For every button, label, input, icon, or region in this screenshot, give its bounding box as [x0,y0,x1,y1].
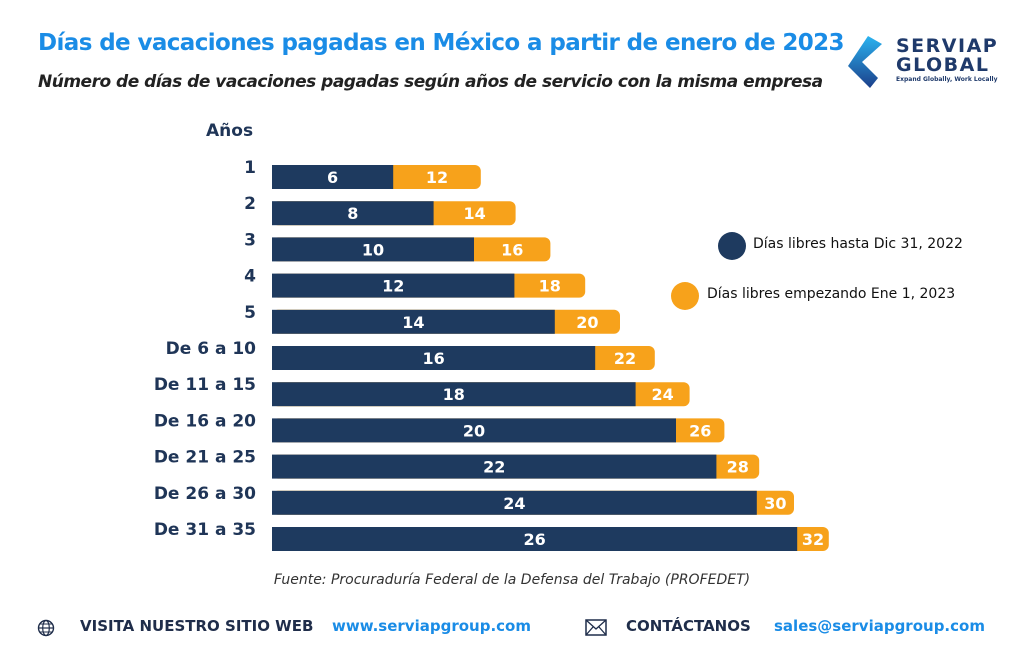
bar-2022 [272,418,676,443]
category-label: 5 [244,303,256,323]
legend-label-2022: Días libres hasta Dic 31, 2022 [753,236,963,252]
value-label-2023: 30 [764,494,786,513]
globe-icon [37,619,55,637]
bar-2022 [272,527,798,551]
bar-2022 [272,309,555,334]
category-label: De 21 a 25 [154,448,256,468]
bar-2022 [272,382,636,407]
serviap-logo: SERVIAP GLOBAL Expand Globally, Work Loc… [848,34,997,90]
bar-2022 [272,237,474,262]
value-label-2023: 18 [539,277,561,296]
logo-tagline: Expand Globally, Work Locally [896,76,998,83]
category-label: De 31 a 35 [154,520,256,540]
value-label-2023: 16 [501,240,523,259]
chart-title: Días de vacaciones pagadas en México a p… [38,30,845,56]
category-label: De 11 a 15 [154,375,256,395]
bar-2022 [272,454,717,479]
mail-icon [585,619,607,636]
category-label: De 16 a 20 [154,411,256,431]
chart-subtitle: Número de días de vacaciones pagadas seg… [38,72,823,92]
legend-swatch-2023 [671,282,699,310]
bar-2022 [272,490,757,515]
logo-line2: GLOBAL [896,54,990,76]
value-label-2023: 32 [802,530,824,549]
footer-email-link[interactable]: sales@serviapgroup.com [774,617,985,635]
value-label-2023: 14 [463,204,485,223]
logo-line1: SERVIAP [896,35,999,57]
value-label-2022: 20 [463,421,485,440]
value-label-2022: 18 [443,385,465,404]
value-label-2023: 12 [426,168,448,187]
value-label-2022: 10 [362,240,384,259]
value-label-2022: 22 [483,458,505,477]
footer-web-label: VISITA NUESTRO SITIO WEB [80,617,314,635]
value-label-2023: 20 [576,313,598,332]
value-label-2022: 26 [523,530,545,549]
bar-2022 [272,165,394,189]
value-label-2022: 8 [347,204,358,223]
category-label: 4 [244,267,256,287]
bar-2022 [272,273,515,298]
logo-mark-icon [848,36,882,88]
category-label: 3 [244,230,256,250]
footer-web-link[interactable]: www.serviapgroup.com [332,617,531,635]
value-label-2023: 28 [727,458,749,477]
value-label-2023: 22 [614,349,636,368]
bar-2022 [272,201,434,226]
category-label: 1 [244,158,256,178]
category-label: De 6 a 10 [166,339,257,359]
bar-2022 [272,346,596,370]
category-label: De 26 a 30 [154,484,256,504]
footer-contact-label: CONTÁCTANOS [626,617,751,635]
value-label-2022: 14 [402,313,424,332]
value-label-2022: 24 [503,494,525,513]
category-label: 2 [244,194,256,214]
y-axis-label: Años [206,121,254,141]
value-label-2022: 6 [327,168,338,187]
legend-swatch-2022 [718,232,746,260]
source-note: Fuente: Procuraduría Federal de la Defen… [273,572,751,588]
value-label-2022: 12 [382,277,404,296]
value-label-2022: 16 [422,349,444,368]
value-label-2023: 24 [651,385,673,404]
legend-label-2023: Días libres empezando Ene 1, 2023 [707,286,956,302]
value-label-2023: 26 [689,421,711,440]
